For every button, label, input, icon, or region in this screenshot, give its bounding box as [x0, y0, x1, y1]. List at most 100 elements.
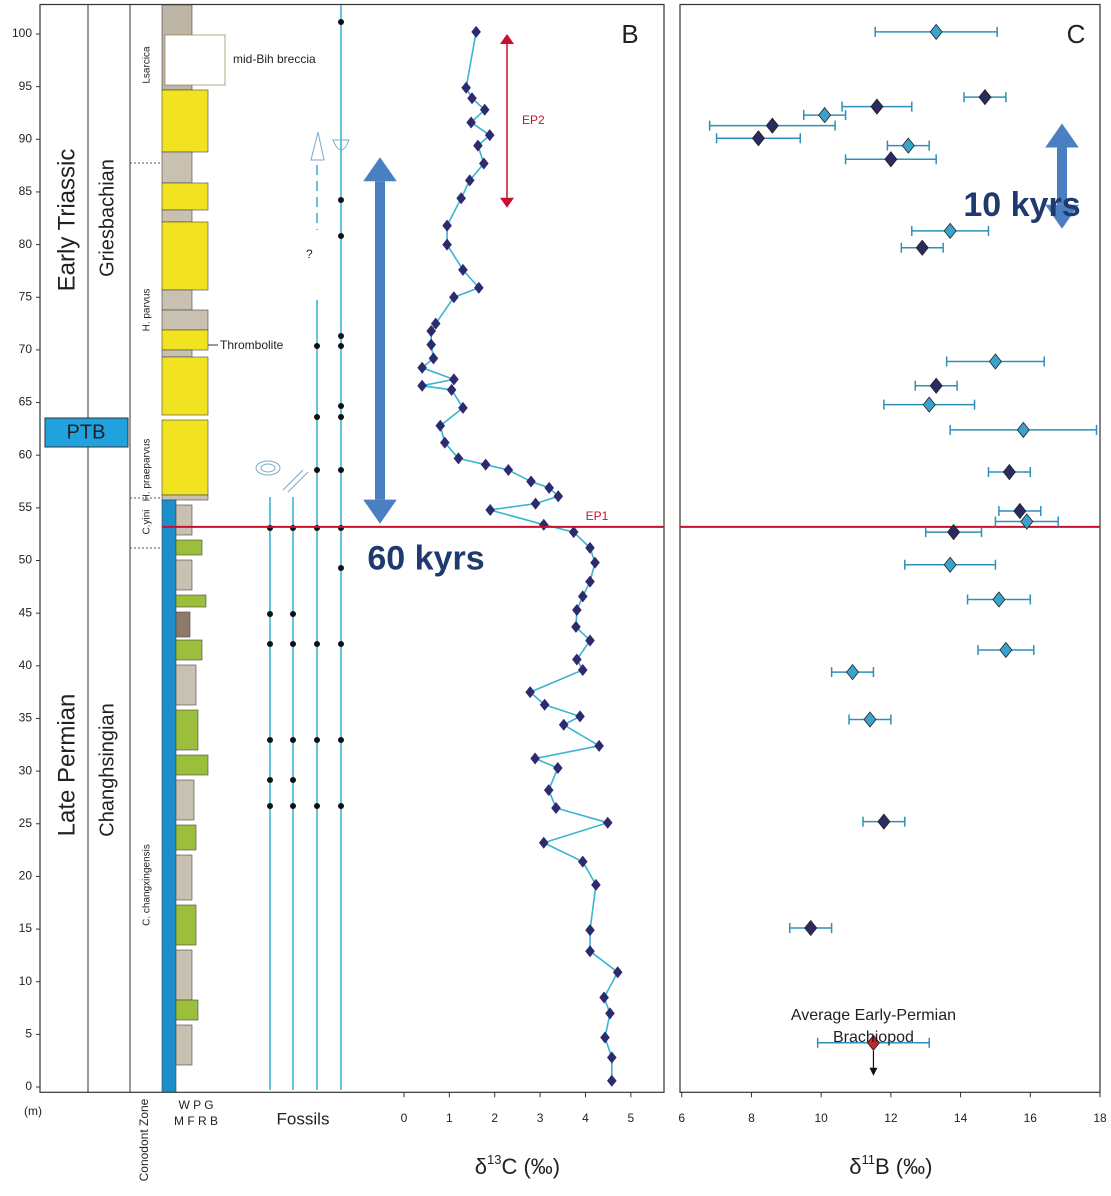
x-axis-label-part: δ — [475, 1154, 487, 1179]
arrow-head — [363, 499, 397, 524]
data-point — [751, 130, 765, 147]
x-tick-label: 6 — [678, 1111, 685, 1125]
x-axis-label-part: C (‰) — [501, 1154, 560, 1179]
data-point — [479, 103, 490, 116]
y-tick-label: 25 — [19, 816, 33, 830]
lithology-column — [161, 4, 226, 1093]
data-point — [539, 698, 550, 711]
data-point — [1020, 513, 1034, 530]
y-tick-label: 40 — [19, 658, 33, 672]
y-tick-label: 50 — [19, 553, 33, 567]
data-point — [456, 192, 466, 205]
data-point — [453, 452, 464, 465]
y-tick-label: 10 — [19, 974, 33, 988]
data-point — [929, 377, 943, 394]
data-point — [600, 1031, 610, 1044]
data-point — [530, 497, 541, 510]
y-tick-label: 80 — [19, 237, 33, 251]
data-point — [449, 291, 459, 304]
data-point — [446, 383, 457, 396]
data-point — [599, 991, 609, 1004]
arrow-head — [1045, 123, 1079, 148]
x-tick-label: 3 — [537, 1111, 544, 1125]
lithology-key: M F R B — [174, 1114, 218, 1128]
y-tick-label: 15 — [19, 921, 33, 935]
data-point — [1016, 421, 1030, 439]
zone-label: H. parvus — [142, 289, 153, 332]
annotation: Brachiopod — [833, 1029, 914, 1046]
panel-title: C — [1067, 19, 1086, 49]
arrow-head — [1045, 204, 1079, 229]
data-point — [765, 117, 779, 134]
data-point — [992, 591, 1006, 608]
data-point — [458, 401, 468, 414]
panel-title: B — [621, 19, 638, 49]
x-tick-label: 16 — [1024, 1111, 1038, 1125]
x-tick-label: 12 — [884, 1111, 898, 1125]
zone-label: Lsarcica — [142, 46, 153, 84]
x-tick-label: 1 — [446, 1111, 453, 1125]
y-tick-label: 35 — [19, 711, 33, 725]
x-tick-label: 18 — [1093, 1111, 1107, 1125]
zone-axis-label: Conodont Zone — [137, 1098, 151, 1181]
y-tick-label: 65 — [19, 395, 33, 409]
data-point — [538, 518, 549, 531]
substage-label: Changhsingian — [96, 703, 118, 836]
x-axis-label-part: δ — [849, 1154, 861, 1179]
data-point — [417, 379, 427, 392]
y-tick-label: 75 — [19, 289, 33, 303]
data-point — [558, 718, 569, 731]
data-point — [577, 590, 588, 603]
boundary-label: EP1 — [586, 509, 609, 523]
arrow-head — [500, 33, 514, 44]
y-tick-label: 20 — [19, 869, 33, 883]
data-point — [978, 89, 992, 106]
data-point — [884, 151, 898, 168]
fossil-occurrences — [267, 19, 344, 809]
stage-label: Late Permian — [53, 694, 80, 837]
data-point — [442, 219, 452, 232]
x-axis-label-part: 11 — [862, 1152, 876, 1167]
data-point — [526, 475, 536, 488]
data-point — [480, 458, 491, 471]
data-point — [458, 263, 468, 276]
arrow-label: 10 kyrs — [963, 186, 1080, 224]
data-point — [585, 575, 595, 588]
stage-label: Early Triassic — [53, 149, 80, 292]
data-point — [442, 238, 452, 251]
y-tick-label: 85 — [19, 184, 33, 198]
y-tick-label: 95 — [19, 79, 33, 93]
data-point — [870, 98, 884, 115]
annotation: Average Early-Permian — [791, 1007, 956, 1024]
arrow-label: 60 kyrs — [367, 540, 484, 578]
data-point — [915, 239, 929, 256]
data-point — [485, 503, 495, 516]
data-point — [988, 353, 1002, 370]
fossil-icons — [255, 131, 350, 493]
data-point — [426, 324, 436, 337]
x-axis-label-part: B (‰) — [875, 1154, 932, 1179]
fossil-ranges — [269, 5, 342, 1090]
data-point — [449, 373, 459, 386]
y-tick-label: 90 — [19, 131, 33, 145]
data-point — [503, 463, 514, 476]
data-point — [877, 813, 891, 830]
data-point — [572, 653, 582, 666]
data-point — [804, 919, 818, 937]
data-point — [466, 116, 476, 129]
panel-b-frame — [39, 3, 665, 1093]
data-point — [846, 663, 860, 681]
x-tick-label: 0 — [401, 1111, 408, 1125]
ptb-label: PTB — [67, 421, 106, 443]
data-point — [577, 664, 588, 677]
y-tick-label: 5 — [25, 1027, 32, 1041]
substage-label: Griesbachian — [96, 159, 118, 277]
data-point — [464, 174, 475, 187]
data-point — [553, 761, 563, 774]
data-point — [922, 396, 936, 413]
lithology-key: W P G — [178, 1098, 213, 1112]
fossils-label: Fossils — [277, 1109, 330, 1128]
note: ? — [306, 247, 313, 261]
data-point — [943, 556, 957, 573]
zone-label: H. praeparvus — [142, 439, 153, 502]
